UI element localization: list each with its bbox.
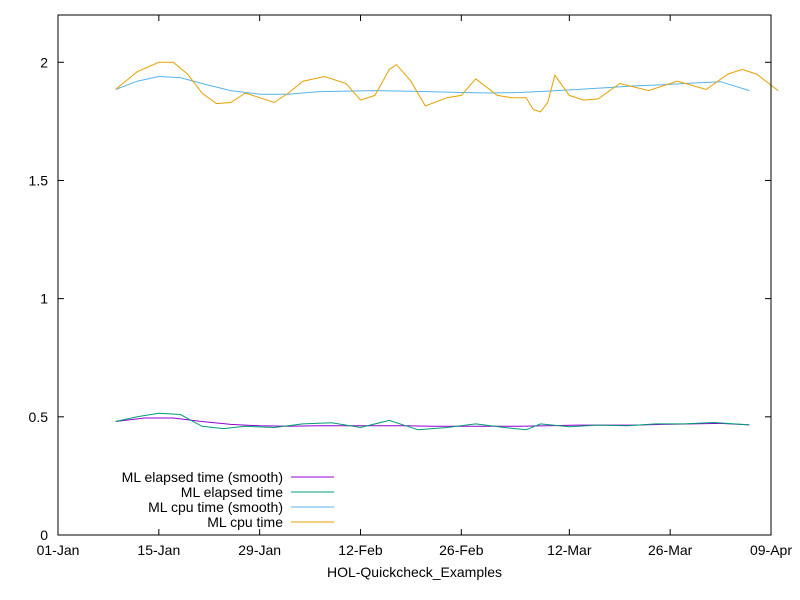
series-line-ml-elapsed-time-smooth: [115, 417, 750, 427]
x-tick-label: 01-Jan: [37, 542, 80, 558]
y-tick-label: 0: [40, 527, 48, 543]
axis-layer: 0 0.5 1 1.5 2 01-Jan 15-Jan 29-Jan 12-Feb 26-Feb 1…: [29, 15, 792, 558]
x-tick-label: 29-Jan: [238, 542, 281, 558]
x-tick-label: 09-Apr: [750, 542, 792, 558]
series-layer: [115, 61, 779, 431]
legend-label: ML elapsed time: [181, 484, 283, 500]
x-axis-title: HOL-Quickcheck_Examples: [327, 564, 502, 580]
legend-label: ML cpu time: [207, 514, 283, 530]
plot-frame: [57, 14, 772, 536]
series-line-ml-cpu-time: [115, 61, 779, 113]
y-tick-label: 1: [40, 291, 48, 307]
legend-label: ML cpu time (smooth): [148, 499, 283, 515]
legend: ML elapsed time (smooth)ML elapsed timeM…: [122, 469, 334, 530]
legend-label: ML elapsed time (smooth): [122, 469, 283, 485]
x-tick-label: 15-Jan: [137, 542, 180, 558]
x-tick-label: 26-Feb: [439, 542, 484, 558]
y-tick-label: 1.5: [29, 172, 49, 188]
x-tick-label: 26-Mar: [648, 542, 693, 558]
y-tick-label: 2: [40, 54, 48, 70]
series-line-ml-elapsed-time: [115, 412, 750, 431]
x-tick-label: 12-Feb: [338, 542, 383, 558]
y-tick-label: 0.5: [29, 409, 49, 425]
series-line-ml-cpu-time-smooth: [115, 75, 750, 95]
x-tick-label: 12-Mar: [547, 542, 592, 558]
